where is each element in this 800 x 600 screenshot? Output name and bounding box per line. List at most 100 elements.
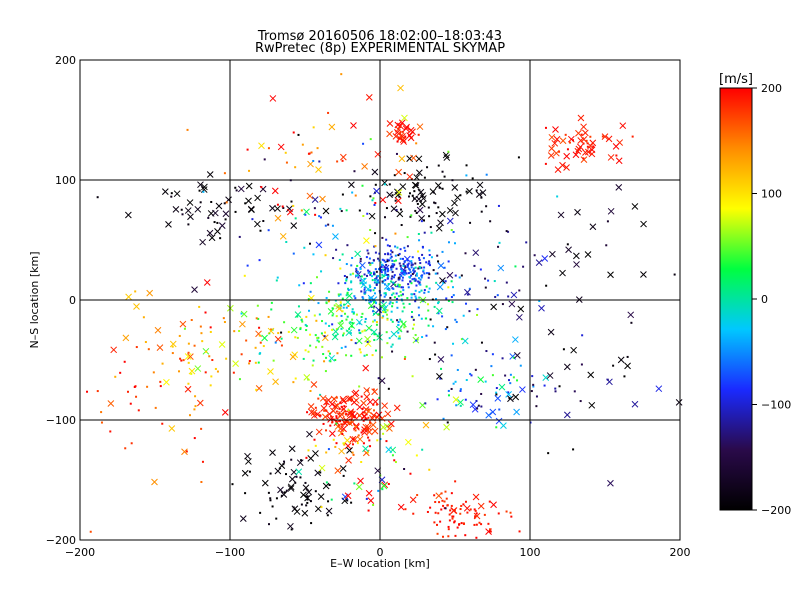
echo-cross [461,337,469,345]
echo-cross [452,209,459,217]
echo-cross [452,396,460,403]
echo-dot [343,443,346,446]
echo-dot [314,490,317,493]
echo-dot [434,500,437,503]
echo-dot [379,294,382,297]
echo-dot [213,221,216,224]
echo-dot [152,371,155,374]
echo-dot [307,378,310,381]
echo-dot [428,273,431,276]
echo-dot [358,331,361,334]
echo-dot [317,397,320,400]
echo-dot [391,194,394,197]
echo-cross [655,385,663,393]
echo-dot [411,327,414,330]
echo-dot [433,494,436,497]
echo-dot [394,232,397,235]
echo-dot [433,341,436,344]
echo-dot [314,444,317,447]
echo-dot [341,334,344,337]
echo-dot [415,339,418,342]
echo-cross [172,206,180,213]
echo-dot [365,497,368,500]
echo-dot [186,128,189,131]
echo-cross [362,445,369,453]
echo-dot [418,281,421,284]
echo-dot [283,460,286,463]
echo-dot [384,292,387,295]
echo-dot [335,396,338,399]
echo-dot [350,398,353,401]
echo-dot [358,414,361,417]
echo-dot [447,299,450,302]
echo-cross [395,189,403,196]
echo-dot [447,389,450,392]
echo-dot [403,273,406,276]
echo-dot [410,274,413,277]
echo-dot [315,319,318,322]
echo-dot [207,216,210,219]
echo-dot [406,297,409,300]
echo-cross [387,420,395,428]
echo-dot [354,429,357,432]
echo-dot [356,274,359,277]
echo-dot [415,272,418,275]
echo-dot [558,150,561,153]
echo-dot [385,207,388,210]
echo-cross [631,400,639,408]
echo-dot [381,236,384,239]
echo-dot [340,314,343,317]
echo-dot [316,336,319,339]
echo-dot [368,297,371,300]
echo-cross [397,84,404,92]
echo-dot [443,175,446,178]
echo-dot [350,415,353,418]
echo-dot [393,263,396,266]
echo-dot [346,315,349,318]
echo-dot [345,413,348,416]
echo-dot [391,302,394,305]
echo-dot [383,295,386,298]
echo-dot [200,481,203,484]
echo-dot [420,266,423,269]
echo-dot [397,331,400,334]
echo-dot [406,263,409,266]
echo-dot [331,314,334,317]
echo-dot [397,337,400,340]
echo-dot [376,439,379,442]
echo-dot [372,388,375,391]
echo-dot [456,526,459,529]
echo-dot [300,503,303,506]
echo-dot [383,308,386,311]
x-tick-label: 100 [520,546,541,559]
echo-dot [350,281,353,284]
echo-cross [221,408,229,416]
echo-dot [269,499,272,502]
echo-dot [398,337,401,340]
echo-dot [407,195,410,198]
echo-dot [476,308,479,311]
echo-cross [194,205,202,213]
echo-dot [399,290,402,293]
echo-dot [345,263,348,266]
echo-dot [333,304,336,307]
echo-dot [419,262,422,265]
echo-dot [358,209,361,212]
echo-dot [525,241,528,244]
echo-dot [331,323,334,326]
echo-cross [307,455,315,462]
echo-dot [401,276,404,279]
echo-dot [354,194,357,197]
echo-dot [341,319,344,322]
echo-dot [354,425,357,428]
echo-dot [507,230,510,233]
echo-dot [373,305,376,308]
echo-dot [355,274,358,277]
echo-dot [363,286,366,289]
echo-dot [476,313,479,316]
echo-dot [216,221,219,224]
echo-dot [209,326,212,329]
echo-dot [271,505,274,508]
echo-dot [465,174,468,177]
echo-cross [346,292,353,300]
